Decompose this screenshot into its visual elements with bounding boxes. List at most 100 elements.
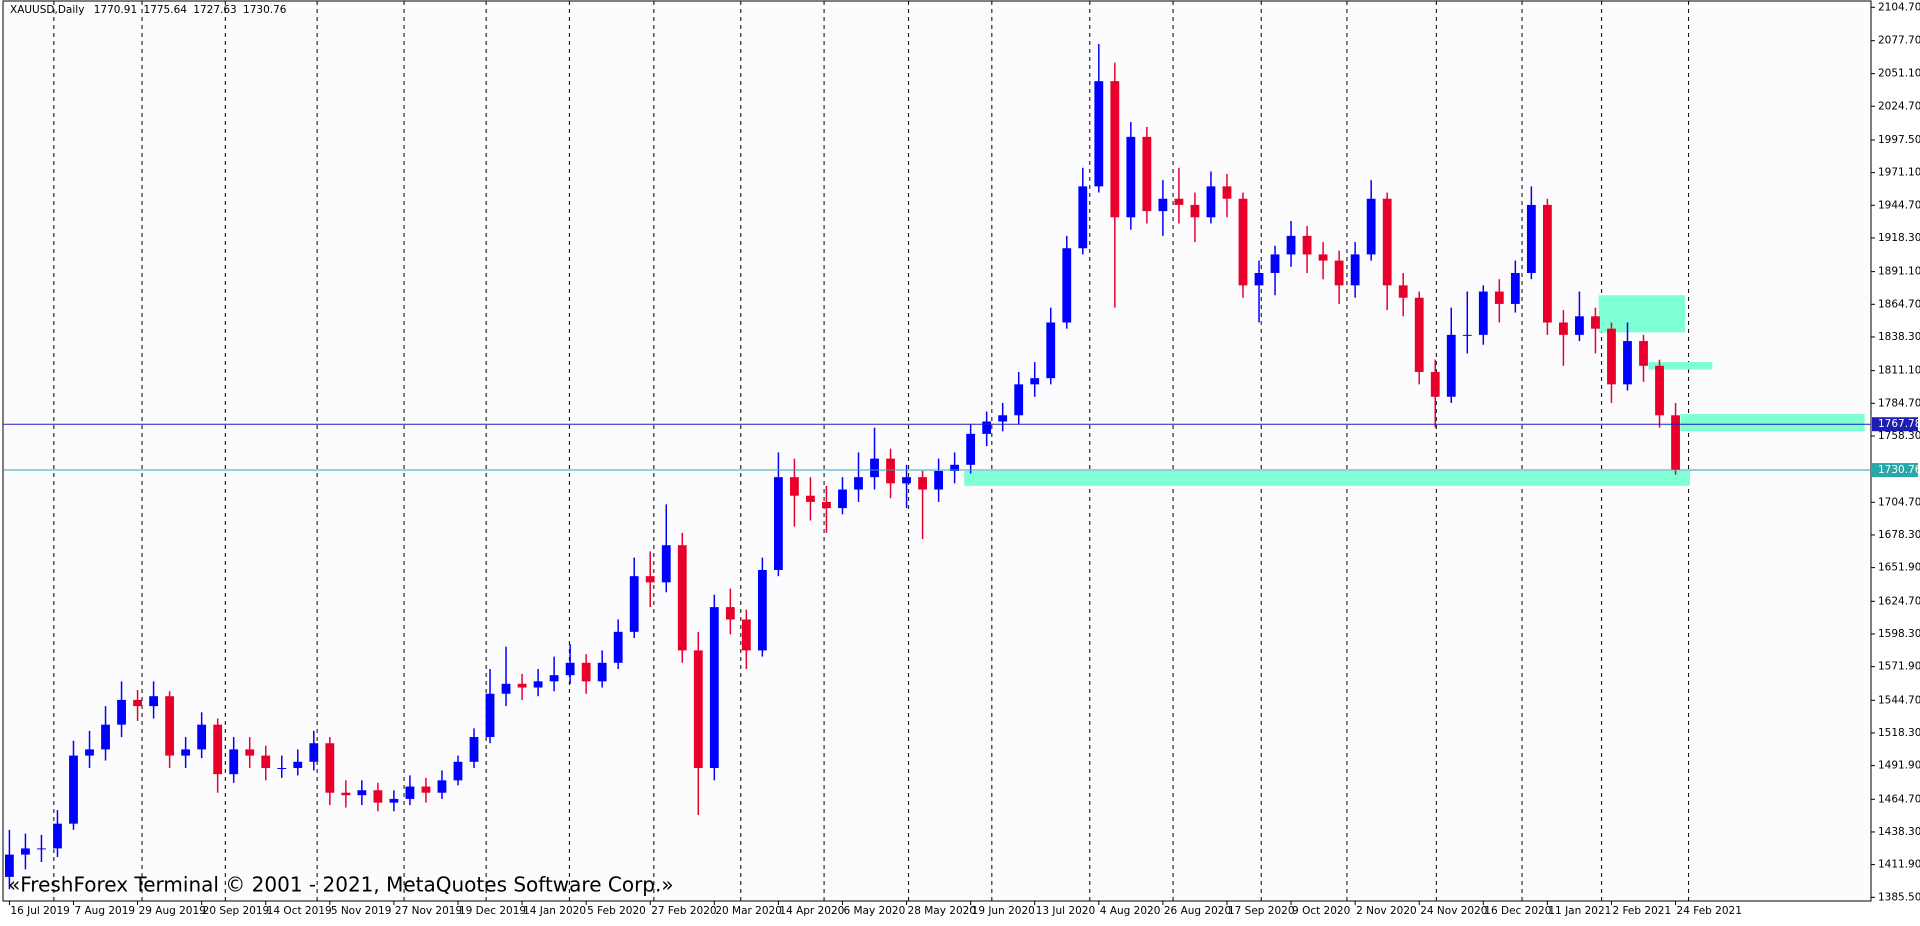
candle-body xyxy=(1671,415,1680,470)
candle-body xyxy=(277,767,287,769)
y-tick-label: 1544.70 xyxy=(1878,694,1920,706)
y-tick-label: 1838.30 xyxy=(1878,331,1920,343)
candle-body xyxy=(773,477,783,570)
y-tick-label: 1571.90 xyxy=(1878,661,1920,673)
candle-body xyxy=(197,724,207,750)
x-tick-label: 9 Oct 2020 xyxy=(1292,905,1350,917)
x-tick-label: 16 Dec 2020 xyxy=(1484,905,1551,917)
x-tick-label: 28 May 2020 xyxy=(908,905,976,917)
symbol: XAUUSD,Daily xyxy=(10,4,84,16)
y-tick-label: 1971.10 xyxy=(1878,167,1920,179)
y-tick-label: 1864.70 xyxy=(1878,298,1920,310)
watermark: «FreshForex Terminal © 2001 - 2021, Meta… xyxy=(8,873,674,897)
y-tick-label: 1891.10 xyxy=(1878,266,1920,278)
candle-body xyxy=(629,576,639,632)
y-tick-label: 1997.50 xyxy=(1878,134,1920,146)
period-separators xyxy=(53,1,1690,901)
candle-body xyxy=(69,755,78,824)
x-tick-label: 17 Sep 2020 xyxy=(1228,905,1295,917)
candle-body xyxy=(1607,328,1616,385)
candle-body xyxy=(453,761,463,781)
candle-body xyxy=(1014,384,1024,416)
candle-body xyxy=(261,755,271,768)
candle-body xyxy=(1078,186,1088,249)
candle-body xyxy=(501,683,511,694)
candle-body xyxy=(645,576,655,583)
x-tick-label: 4 Aug 2020 xyxy=(1100,905,1161,917)
candle-body xyxy=(21,848,30,855)
x-tick-label: 27 Feb 2020 xyxy=(651,905,716,917)
candle-body xyxy=(1094,81,1104,187)
x-tick-label: 13 Jul 2020 xyxy=(1036,905,1095,917)
candle-body xyxy=(982,421,992,434)
candle-body xyxy=(1030,378,1040,385)
price-label: 1767.78 xyxy=(1878,418,1920,430)
x-tick-label: 27 Nov 2019 xyxy=(395,905,462,917)
candle-body xyxy=(1575,316,1584,335)
x-tick-label: 24 Feb 2021 xyxy=(1677,905,1742,917)
candle-body xyxy=(165,696,175,756)
zone xyxy=(1680,414,1865,432)
candle-body xyxy=(1430,371,1440,397)
candle-body xyxy=(293,761,303,768)
price-label: 1730.76 xyxy=(1878,464,1920,476)
x-tick-label: 7 Aug 2019 xyxy=(74,905,135,917)
candle-body xyxy=(1110,81,1120,218)
candle-body xyxy=(517,683,527,688)
candle-body xyxy=(357,790,367,796)
zones xyxy=(964,295,1865,486)
candle-body xyxy=(1478,291,1488,335)
candle-body xyxy=(918,477,927,490)
quote-high: 1775.64 xyxy=(144,4,188,16)
candle-body xyxy=(725,607,735,620)
candle-body xyxy=(741,619,751,651)
candle-body xyxy=(549,675,559,682)
candle-body xyxy=(1382,198,1392,286)
y-tick-label: 1811.10 xyxy=(1878,365,1920,377)
y-tick-label: 1624.70 xyxy=(1878,595,1920,607)
candle-body xyxy=(886,458,895,484)
candle-body xyxy=(597,662,607,682)
y-tick-label: 1651.90 xyxy=(1878,562,1920,574)
x-tick-label: 11 Jan 2021 xyxy=(1548,905,1611,917)
y-tick-label: 1784.70 xyxy=(1878,397,1920,409)
candle-body xyxy=(693,650,703,768)
candle-body xyxy=(950,464,960,471)
candle-body xyxy=(133,699,142,707)
candle-body xyxy=(421,786,431,793)
x-tick-label: 29 Aug 2019 xyxy=(139,905,206,917)
y-tick-label: 1464.70 xyxy=(1878,793,1920,805)
candle-body xyxy=(1542,204,1552,323)
candle-body xyxy=(806,495,815,502)
candle-body xyxy=(757,569,767,651)
quote-low: 1727.63 xyxy=(193,4,236,16)
x-tick-label: 19 Dec 2019 xyxy=(459,905,526,917)
candle-body xyxy=(1174,198,1184,205)
candle-body xyxy=(229,749,239,775)
x-tick-label: 14 Jan 2020 xyxy=(523,905,586,917)
candle-body xyxy=(581,662,591,682)
candle-body xyxy=(1254,272,1264,286)
candle-body xyxy=(1318,254,1328,261)
candle-body xyxy=(117,699,126,725)
candle-body xyxy=(1046,322,1056,379)
x-tick-label: 16 Jul 2019 xyxy=(10,905,69,917)
candle-body xyxy=(1222,186,1232,199)
candle-body xyxy=(325,743,335,793)
candle-body xyxy=(1655,365,1664,416)
candle-body xyxy=(389,798,399,803)
zone xyxy=(1648,362,1713,370)
candle-body xyxy=(85,749,94,756)
candle-body xyxy=(1158,198,1168,212)
candle-body xyxy=(1206,186,1216,218)
candle-body xyxy=(213,724,223,775)
x-tick-label: 26 Aug 2020 xyxy=(1164,905,1231,917)
candle-body xyxy=(1238,198,1248,286)
x-tick-label: 19 Jun 2020 xyxy=(972,905,1035,917)
quote-open: 1770.91 xyxy=(94,4,137,16)
candle-body xyxy=(149,696,158,707)
y-tick-label: 1411.90 xyxy=(1878,859,1920,871)
zone xyxy=(964,470,1690,486)
candle-body xyxy=(373,790,383,803)
candle-body xyxy=(854,477,863,490)
